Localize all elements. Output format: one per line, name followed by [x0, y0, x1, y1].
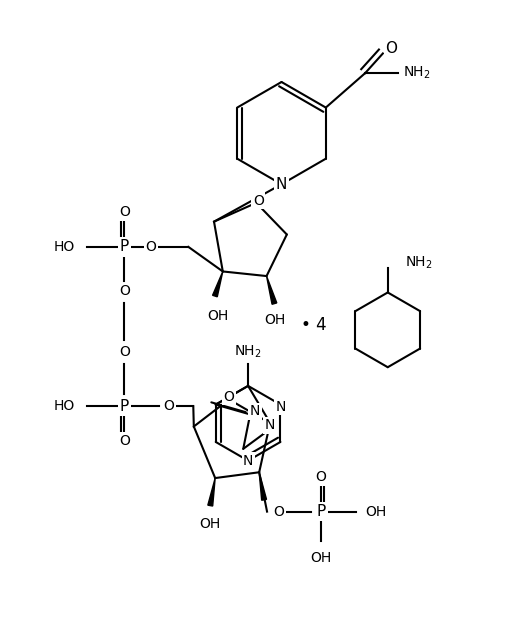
Text: N: N: [264, 418, 274, 432]
Text: N: N: [275, 177, 287, 192]
Text: • 4: • 4: [300, 316, 326, 334]
Text: OH: OH: [199, 517, 221, 531]
Polygon shape: [208, 478, 215, 506]
Text: O: O: [119, 434, 130, 447]
Text: OH: OH: [263, 314, 284, 328]
Text: N: N: [249, 404, 260, 419]
Text: HO: HO: [54, 399, 75, 413]
Text: O: O: [252, 194, 263, 208]
Text: N: N: [242, 454, 253, 468]
Text: O: O: [163, 399, 174, 413]
Text: N: N: [275, 399, 285, 413]
Text: O: O: [315, 470, 326, 484]
Text: OH: OH: [365, 504, 386, 518]
Text: HO: HO: [54, 240, 75, 254]
Text: NH$_2$: NH$_2$: [402, 65, 429, 81]
Text: O: O: [145, 240, 156, 254]
Text: P: P: [316, 504, 325, 519]
Text: O: O: [223, 390, 234, 404]
Text: P: P: [120, 239, 129, 254]
Polygon shape: [266, 276, 276, 304]
Polygon shape: [259, 472, 266, 500]
Text: OH: OH: [310, 551, 331, 565]
Text: NH$_2$: NH$_2$: [234, 343, 262, 360]
Text: P: P: [120, 399, 129, 413]
Text: OH: OH: [207, 309, 228, 323]
Text: O: O: [119, 284, 130, 298]
Text: O: O: [119, 205, 130, 220]
Polygon shape: [212, 271, 222, 297]
Text: O: O: [273, 504, 284, 518]
Text: NH$_2$: NH$_2$: [405, 255, 432, 271]
Text: O: O: [119, 345, 130, 359]
Text: O: O: [384, 41, 396, 56]
